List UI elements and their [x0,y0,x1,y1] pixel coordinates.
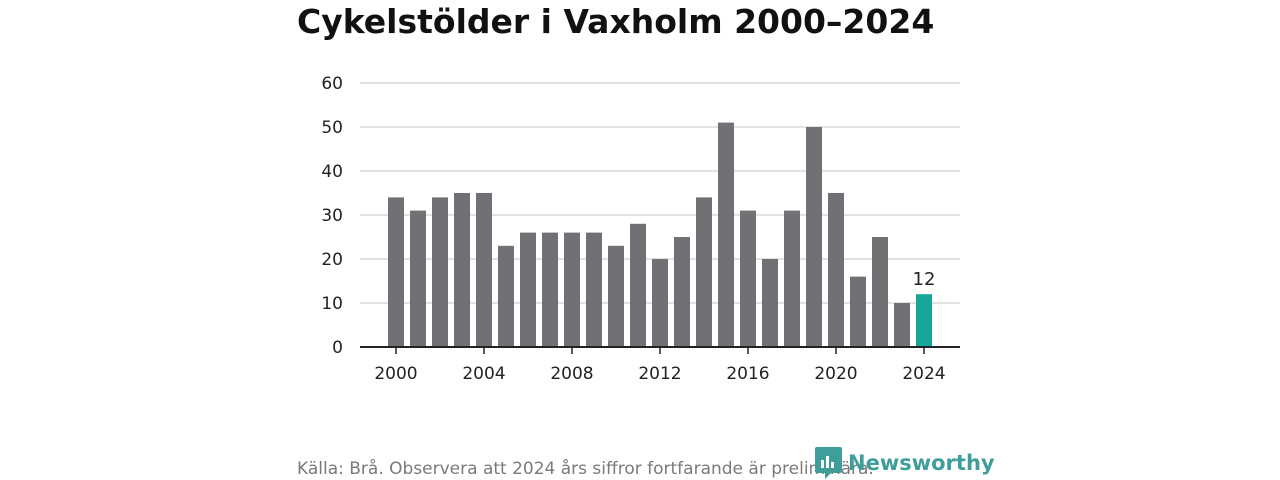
x-tick-label: 2008 [550,364,593,384]
bar-2013 [674,237,690,347]
bar-2023 [894,303,910,347]
x-tick-label: 2000 [374,364,417,384]
bar-2007 [542,232,558,347]
newsworthy-logo-icon [815,447,842,479]
brand-name: Newsworthy [848,451,995,475]
source-note: Källa: Brå. Observera att 2024 års siffr… [297,459,874,479]
bar-2005 [498,245,514,347]
bar-2020 [828,193,844,347]
bar-2017 [762,259,778,347]
y-tick-label: 0 [332,338,343,358]
bar-2014 [696,197,712,347]
bar-2003 [454,193,470,347]
bar-2016 [740,210,756,347]
bar-2010 [608,245,624,347]
x-tick-label: 2004 [462,364,505,384]
bar-2019 [806,127,822,347]
bars [388,122,932,347]
y-tick-label: 10 [321,294,343,314]
y-tick-label: 40 [321,162,343,182]
x-tick-label: 2016 [726,364,769,384]
bar-2018 [784,210,800,347]
chart-title: Cykelstölder i Vaxholm 2000–2024 [297,2,935,41]
bar-2002 [432,197,448,347]
brand: Newsworthy [815,447,995,479]
y-tick-label: 20 [321,250,343,270]
bar-2024 [916,294,932,347]
bar-2001 [410,210,426,347]
bar-2008 [564,232,580,347]
data-label-2024: 12 [913,269,936,290]
x-tick-label: 2024 [902,364,945,384]
tick-labels: 0 10 20 30 40 50 60 12 2000 2004 2008 2012 2016 2020 2… [321,74,945,384]
x-tick-label: 2020 [814,364,857,384]
x-tick-label: 2012 [638,364,681,384]
y-tick-label: 50 [321,118,343,138]
bar-2015 [718,122,734,347]
bar-2000 [388,197,404,347]
y-tick-label: 30 [321,206,343,226]
bar-2009 [586,232,602,347]
bar-2006 [520,232,536,347]
axes [360,346,960,354]
bar-2004 [476,193,492,347]
y-tick-label: 60 [321,74,343,94]
bar-2022 [872,237,888,347]
bar-2011 [630,223,646,347]
bar-2012 [652,259,668,347]
bar-2021 [850,276,866,347]
